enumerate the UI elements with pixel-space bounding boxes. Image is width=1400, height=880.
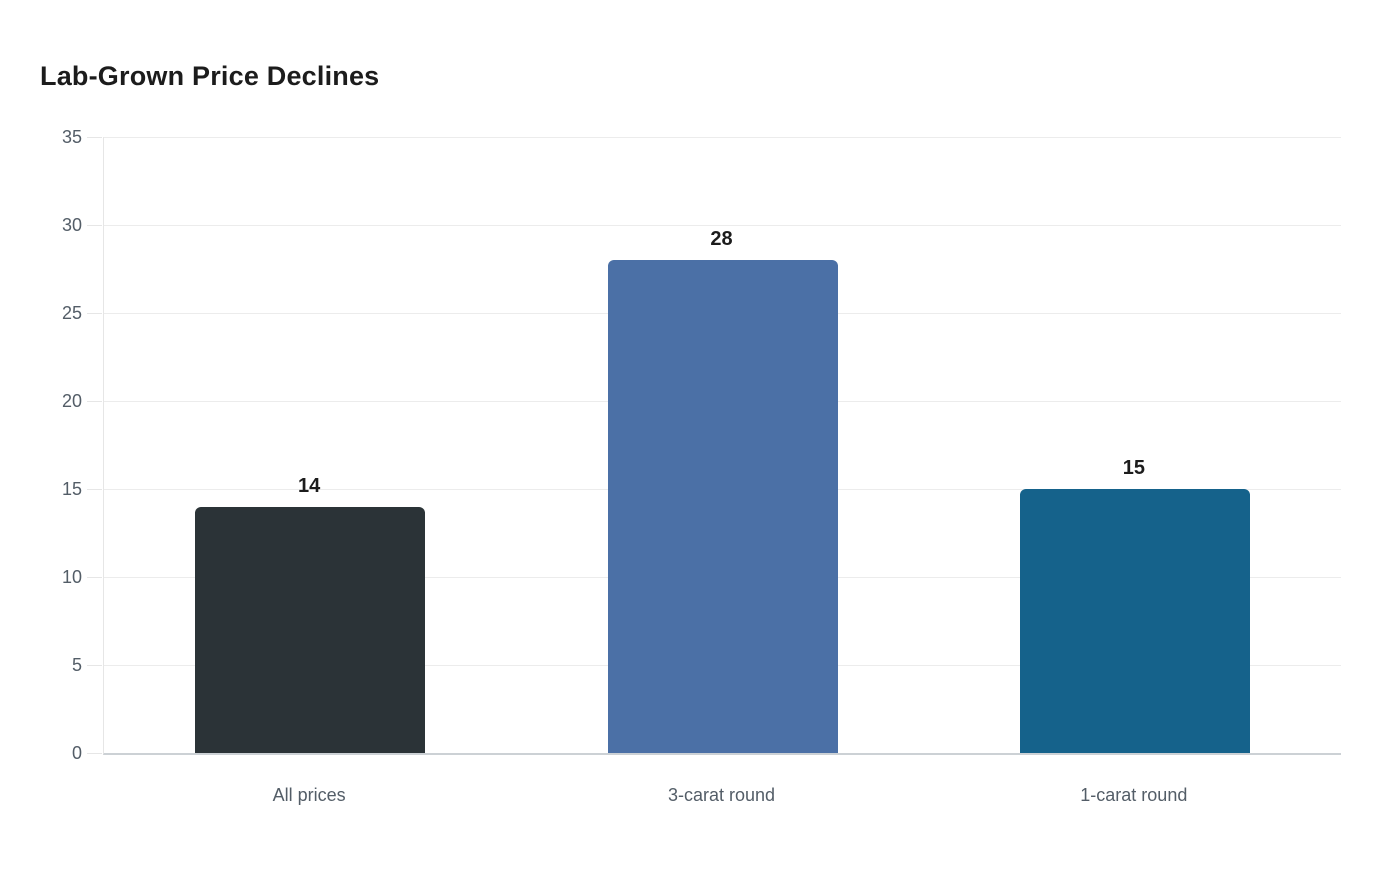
y-tick-mark-0 — [87, 753, 102, 754]
y-tick-mark-10 — [87, 577, 102, 578]
y-tick-label-0: 0 — [71, 743, 82, 763]
y-tick-label-25: 25 — [61, 303, 82, 323]
bar-all-prices — [195, 506, 426, 753]
chart-title: Lab-Grown Price Declines — [40, 61, 380, 91]
y-tick-label-20: 20 — [61, 391, 82, 411]
plot-area — [103, 137, 1341, 755]
y-tick-label-15: 15 — [61, 479, 82, 499]
gridline-y-30 — [104, 225, 1341, 226]
bar-value-label-1-carat-round: 15 — [1122, 457, 1145, 479]
y-tick-label-35: 35 — [61, 127, 82, 147]
y-tick-mark-35 — [87, 137, 102, 138]
y-tick-mark-5 — [87, 665, 102, 666]
gridline-y-35 — [104, 137, 1341, 138]
bar-value-label-all-prices: 14 — [298, 474, 321, 497]
y-tick-mark-25 — [87, 313, 102, 314]
y-tick-mark-20 — [87, 401, 102, 402]
x-tick-label-all-prices: All prices — [272, 785, 346, 805]
bar-value-label-3-carat-round: 28 — [710, 228, 733, 251]
y-tick-mark-15 — [87, 489, 102, 490]
y-tick-label-10: 10 — [61, 567, 82, 587]
x-tick-label-3-carat-round: 3-carat round — [667, 785, 776, 805]
y-tick-mark-30 — [87, 225, 102, 226]
bar-1-carat-round — [1019, 489, 1250, 753]
y-tick-label-5: 5 — [71, 655, 82, 675]
bar-3-carat-round — [607, 260, 838, 753]
y-tick-label-30: 30 — [61, 215, 82, 235]
x-tick-label-1-carat-round: 1-carat round — [1080, 785, 1188, 805]
